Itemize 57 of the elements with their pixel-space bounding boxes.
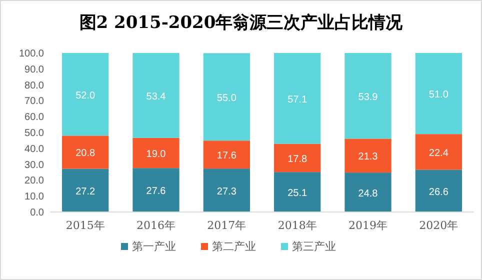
data-label: 20.8 — [76, 148, 96, 160]
data-label: 17.8 — [288, 154, 308, 165]
bar — [415, 53, 462, 134]
bar — [62, 136, 109, 169]
y-tick-label: 80.0 — [24, 80, 44, 92]
bar — [203, 53, 250, 141]
bar — [203, 168, 250, 212]
y-tick-label: 30.0 — [24, 160, 44, 171]
bar — [415, 134, 462, 170]
y-tick-label: 70.0 — [24, 96, 44, 108]
data-label: 55.0 — [216, 92, 237, 104]
chart-title: 图2 2015-2020年翁源三次产业占比情况 — [79, 13, 404, 33]
data-label: 24.8 — [358, 188, 378, 200]
data-label: 17.6 — [216, 150, 237, 162]
legend-label: 第一产业 — [132, 240, 176, 253]
data-label: 27.3 — [216, 186, 237, 198]
legend-label: 第二产业 — [212, 240, 256, 253]
x-tick-label: 2017年 — [207, 219, 246, 232]
bar — [62, 53, 109, 136]
bar — [415, 170, 462, 212]
bar — [132, 138, 180, 168]
x-tick-label: 2015年 — [66, 219, 105, 232]
bar — [274, 53, 321, 144]
y-tick-label: 20.0 — [24, 176, 44, 187]
bar — [203, 140, 250, 169]
y-tick-label: 40.0 — [24, 144, 44, 155]
bar — [132, 53, 180, 138]
bar — [274, 172, 321, 212]
bar — [344, 138, 392, 173]
data-label: 53.9 — [358, 92, 378, 103]
data-label: 25.1 — [288, 188, 308, 200]
data-label: 27.6 — [146, 186, 166, 198]
legend-label: 第三产业 — [292, 240, 336, 253]
x-tick-label: 2018年 — [278, 219, 317, 232]
data-label: 27.2 — [76, 186, 96, 198]
y-tick-label: 60.0 — [24, 112, 44, 124]
data-label: 51.0 — [428, 90, 449, 101]
data-label: 19.0 — [146, 149, 166, 160]
bar — [344, 172, 392, 212]
x-tick-label: 2016年 — [136, 219, 176, 232]
bar — [62, 168, 109, 212]
data-label: 52.0 — [76, 90, 96, 102]
y-tick-label: 100.0 — [18, 48, 44, 60]
y-tick-label: 10.0 — [24, 192, 44, 203]
data-label: 57.1 — [288, 94, 308, 106]
data-label: 26.6 — [428, 186, 449, 198]
x-tick-label: 2019年 — [348, 219, 388, 232]
data-label: 21.3 — [358, 152, 378, 163]
bar — [132, 168, 180, 212]
bar — [274, 144, 321, 172]
bar — [344, 53, 392, 139]
y-tick-label: 90.0 — [24, 64, 44, 76]
data-label: 22.4 — [428, 148, 449, 159]
data-label: 53.4 — [146, 91, 166, 102]
y-tick-label: 0.0 — [30, 208, 44, 218]
y-tick-label: 50.0 — [24, 128, 44, 139]
x-tick-label: 2020年 — [419, 219, 458, 232]
